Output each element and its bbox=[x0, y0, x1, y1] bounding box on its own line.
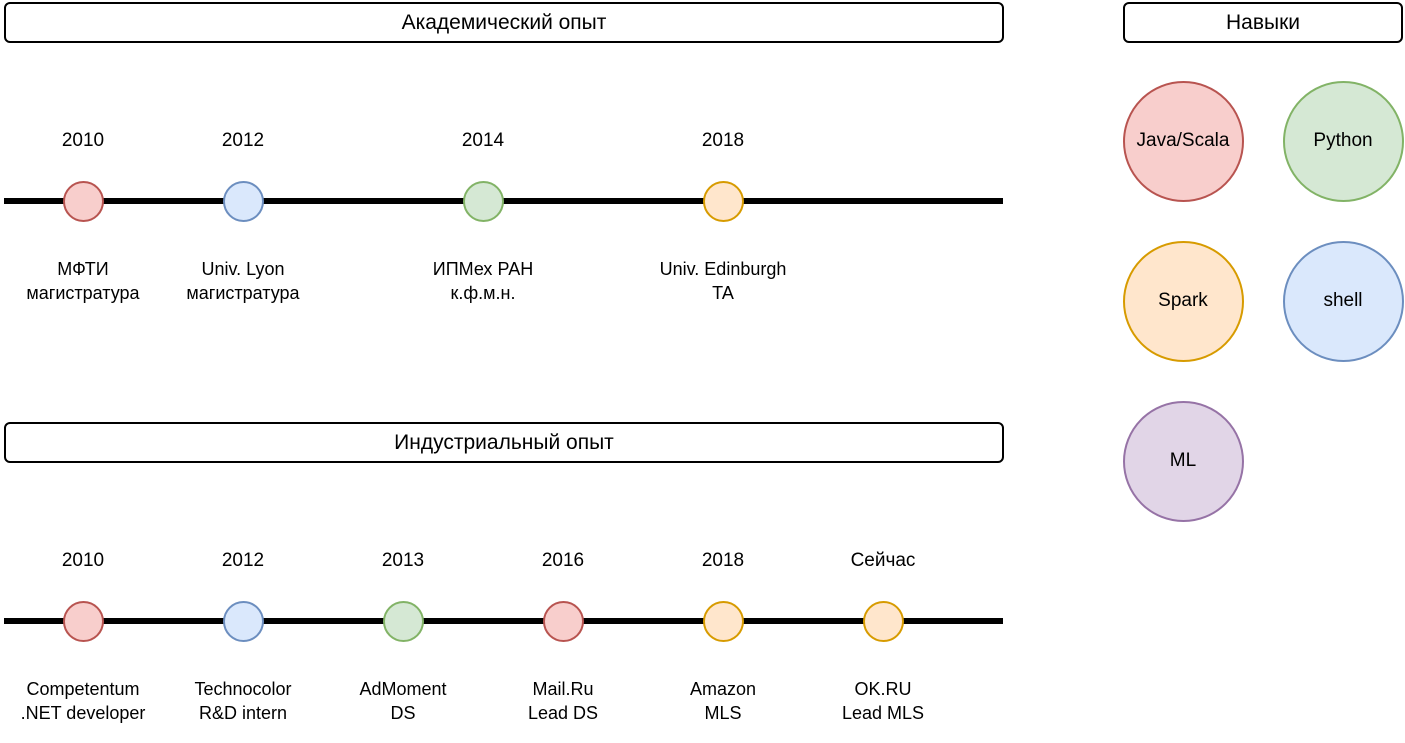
skill-label: ML bbox=[1169, 450, 1197, 471]
event-year: 2013 bbox=[381, 550, 425, 571]
event-label-line1: МФТИ bbox=[57, 259, 109, 279]
skill-label: Python bbox=[1313, 130, 1373, 151]
event-year: 2012 bbox=[221, 550, 265, 571]
event-label-line2: R&D intern bbox=[198, 703, 288, 723]
event-label-line1: Univ. Lyon bbox=[201, 259, 285, 279]
event-year: 2014 bbox=[461, 130, 505, 151]
event-label-line1: OK.RU bbox=[854, 679, 912, 699]
skill-bubble: Python bbox=[1282, 80, 1404, 202]
event-label: Mail.Ru Lead DS bbox=[468, 677, 658, 725]
industrial-title: Индустриальный опыт bbox=[394, 430, 614, 454]
skill-bubble: ML bbox=[1122, 400, 1244, 522]
event-label-line2: Lead DS bbox=[527, 703, 599, 723]
event-label-line1: Mail.Ru bbox=[532, 679, 594, 699]
timeline-node bbox=[542, 600, 584, 642]
event-label-line2: Lead MLS bbox=[841, 703, 925, 723]
timeline-node bbox=[702, 180, 744, 222]
timeline-node bbox=[862, 600, 904, 642]
event-year: 2018 bbox=[701, 130, 745, 151]
skill-bubble: shell bbox=[1282, 240, 1404, 362]
timeline-node bbox=[222, 600, 264, 642]
event-year: 2016 bbox=[541, 550, 585, 571]
event-label: OK.RU Lead MLS bbox=[788, 677, 978, 725]
skill-label: shell bbox=[1323, 290, 1363, 311]
event-year: 2010 bbox=[61, 550, 105, 571]
academic-header: Академический опыт bbox=[4, 2, 1004, 43]
skill-bubble: Spark bbox=[1122, 240, 1244, 362]
skills-title: Навыки bbox=[1225, 10, 1300, 34]
event-year: Сейчас bbox=[850, 550, 916, 571]
skill-bubble: Java/Scala bbox=[1122, 80, 1244, 202]
event-label-line1: Technocolor bbox=[194, 679, 292, 699]
academic-title: Академический опыт bbox=[401, 10, 607, 34]
event-label-line2: к.ф.м.н. bbox=[450, 283, 516, 303]
event-label-line1: Univ. Edinburgh bbox=[659, 259, 787, 279]
event-label-line2: .NET developer bbox=[20, 703, 146, 723]
event-label-line1: Competentum bbox=[26, 679, 140, 699]
event-label: Univ. Lyon магистратура bbox=[148, 257, 338, 305]
event-label: Technocolor R&D intern bbox=[148, 677, 338, 725]
event-year: 2018 bbox=[701, 550, 745, 571]
event-label: МФТИ магистратура bbox=[0, 257, 178, 305]
event-label-line2: MLS bbox=[704, 703, 742, 723]
academic-timeline-line bbox=[4, 198, 1003, 204]
skill-label: Spark bbox=[1158, 290, 1208, 311]
event-label-line1: AdMoment bbox=[359, 679, 447, 699]
industrial-timeline-line bbox=[4, 618, 1003, 624]
event-label-line2: DS bbox=[390, 703, 416, 723]
event-label: Competentum .NET developer bbox=[0, 677, 178, 725]
timeline-node bbox=[462, 180, 504, 222]
skills-header: Навыки bbox=[1123, 2, 1403, 43]
event-label-line2: магистратура bbox=[186, 283, 300, 303]
event-year: 2012 bbox=[221, 130, 265, 151]
industrial-header: Индустриальный опыт bbox=[4, 422, 1004, 463]
event-label: AdMoment DS bbox=[308, 677, 498, 725]
event-label-line1: ИПМех РАН bbox=[432, 259, 534, 279]
skill-label: Java/Scala bbox=[1136, 130, 1230, 151]
event-label: Univ. Edinburgh TA bbox=[628, 257, 818, 305]
event-label-line2: TA bbox=[712, 283, 734, 303]
timeline-node bbox=[62, 600, 104, 642]
event-label: Amazon MLS bbox=[628, 677, 818, 725]
timeline-node bbox=[702, 600, 744, 642]
event-label-line2: магистратура bbox=[26, 283, 140, 303]
event-label-line1: Amazon bbox=[689, 679, 757, 699]
timeline-node bbox=[62, 180, 104, 222]
event-year: 2010 bbox=[61, 130, 105, 151]
event-label: ИПМех РАН к.ф.м.н. bbox=[388, 257, 578, 305]
timeline-node bbox=[222, 180, 264, 222]
timeline-node bbox=[382, 600, 424, 642]
